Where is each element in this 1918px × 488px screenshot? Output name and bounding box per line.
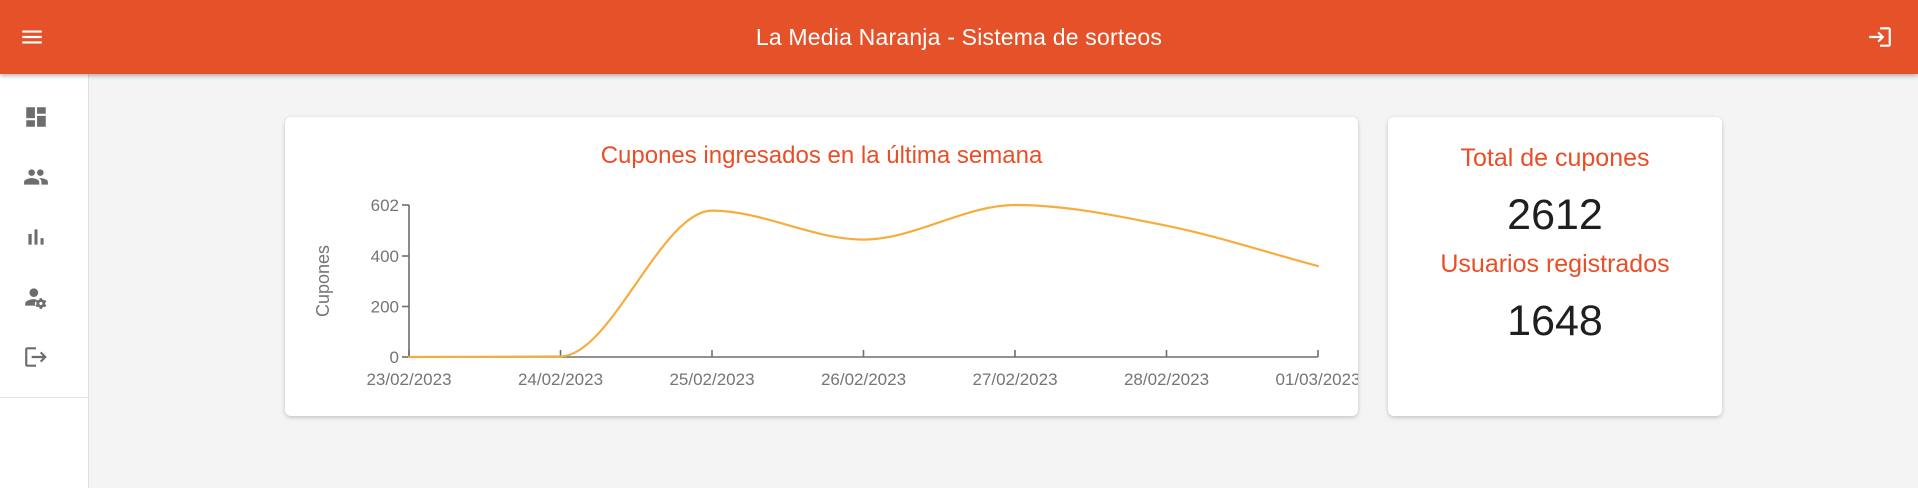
people-icon [23, 164, 49, 190]
x-tick-label: 27/02/2023 [972, 370, 1057, 389]
chart-card: Cupones ingresados en la última semana 0… [285, 117, 1358, 416]
menu-button[interactable] [8, 13, 56, 61]
chart-title: Cupones ingresados en la última semana [600, 142, 1043, 169]
line-chart: 0 200 400 602 23/02/2023 24/02/2023 25/02/2023… [313, 196, 1358, 389]
chart-axes [408, 205, 1318, 358]
y-tick-label: 0 [390, 348, 399, 367]
sidebar-item-dashboard[interactable] [12, 93, 60, 141]
x-tick-label: 24/02/2023 [518, 370, 603, 389]
bar-chart-icon [23, 224, 49, 250]
x-tick-label: 26/02/2023 [821, 370, 906, 389]
stat-label-total-cupones: Total de cupones [1460, 144, 1650, 172]
app-bar: La Media Naranja - Sistema de sorteos [0, 0, 1918, 74]
sidebar [0, 74, 89, 488]
menu-icon [19, 24, 45, 50]
y-tick-label: 200 [371, 298, 399, 317]
login-button[interactable] [1856, 13, 1904, 61]
dashboard-icon [23, 104, 49, 130]
sidebar-item-logout[interactable] [12, 333, 60, 381]
login-icon [1867, 24, 1893, 50]
chart-line-series [407, 203, 1320, 359]
x-tick-label: 28/02/2023 [1124, 370, 1209, 389]
stat-label-usuarios-registrados: Usuarios registrados [1440, 250, 1670, 278]
x-tick-label: 01/03/2023 [1275, 370, 1358, 389]
x-tick-label: 25/02/2023 [669, 370, 754, 389]
sidebar-divider [0, 397, 88, 398]
y-tick-label: 602 [371, 196, 399, 215]
stat-value-total-cupones: 2612 [1507, 191, 1603, 239]
sidebar-item-users[interactable] [12, 153, 60, 201]
logout-icon [23, 344, 49, 370]
sidebar-item-stats[interactable] [12, 213, 60, 261]
y-tick-label: 400 [371, 247, 399, 266]
x-tick-label: 23/02/2023 [366, 370, 451, 389]
sidebar-item-manage-accounts[interactable] [12, 273, 60, 321]
stats-card: Total de cupones 2612 Usuarios registrad… [1388, 117, 1722, 416]
manage-accounts-icon [23, 284, 49, 310]
stat-value-usuarios-registrados: 1648 [1507, 297, 1603, 345]
app-title: La Media Naranja - Sistema de sorteos [755, 23, 1163, 50]
y-axis-title: Cupones [313, 245, 333, 317]
